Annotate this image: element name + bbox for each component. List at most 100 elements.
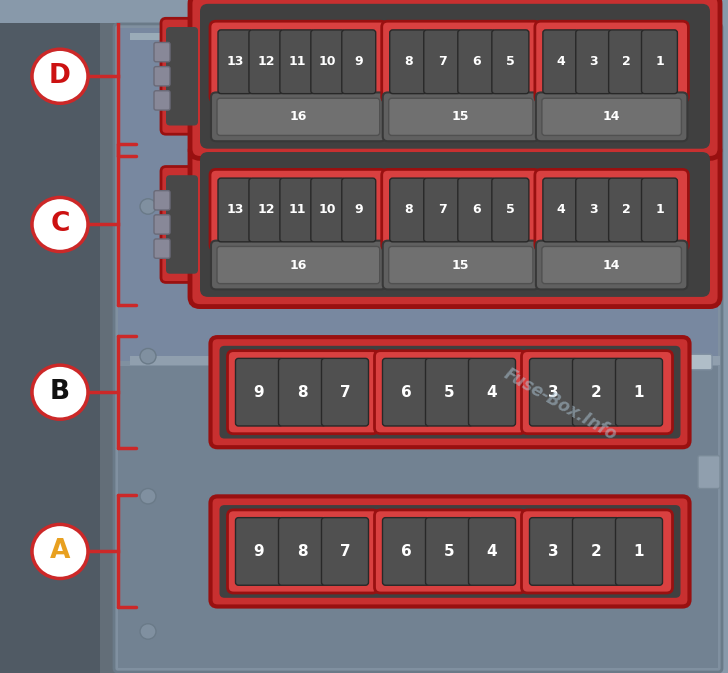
Text: 3: 3: [590, 55, 598, 68]
FancyBboxPatch shape: [166, 27, 198, 126]
FancyBboxPatch shape: [161, 166, 203, 283]
FancyBboxPatch shape: [200, 4, 710, 149]
Text: 1: 1: [634, 544, 644, 559]
Bar: [118, 366, 718, 668]
Text: Fuse-Box.Info: Fuse-Box.Info: [500, 365, 620, 444]
FancyBboxPatch shape: [154, 67, 170, 86]
Text: 1: 1: [634, 385, 644, 400]
Text: 6: 6: [400, 544, 411, 559]
FancyBboxPatch shape: [698, 456, 720, 489]
Text: 15: 15: [452, 110, 470, 123]
FancyBboxPatch shape: [698, 166, 720, 203]
FancyBboxPatch shape: [210, 497, 689, 606]
FancyBboxPatch shape: [492, 30, 529, 94]
Text: 6: 6: [472, 55, 480, 68]
FancyBboxPatch shape: [211, 241, 386, 289]
FancyBboxPatch shape: [536, 241, 687, 289]
FancyBboxPatch shape: [438, 354, 712, 369]
Text: 15: 15: [452, 258, 470, 271]
FancyBboxPatch shape: [381, 22, 540, 102]
Circle shape: [140, 349, 156, 364]
Text: D: D: [49, 63, 71, 90]
FancyBboxPatch shape: [542, 246, 681, 283]
FancyBboxPatch shape: [383, 92, 539, 141]
FancyBboxPatch shape: [374, 351, 526, 433]
FancyBboxPatch shape: [382, 518, 430, 586]
FancyBboxPatch shape: [374, 510, 526, 593]
FancyBboxPatch shape: [220, 346, 681, 439]
Text: 3: 3: [547, 544, 558, 559]
FancyBboxPatch shape: [389, 98, 533, 135]
FancyBboxPatch shape: [154, 215, 170, 234]
Text: 2: 2: [622, 55, 631, 68]
FancyBboxPatch shape: [542, 98, 681, 135]
FancyBboxPatch shape: [249, 30, 283, 94]
FancyBboxPatch shape: [217, 98, 380, 135]
FancyBboxPatch shape: [615, 359, 662, 426]
FancyBboxPatch shape: [154, 42, 170, 62]
FancyBboxPatch shape: [535, 22, 689, 102]
Circle shape: [32, 49, 88, 103]
Text: 8: 8: [297, 385, 307, 400]
Text: 2: 2: [622, 203, 631, 217]
Text: 10: 10: [319, 55, 336, 68]
FancyBboxPatch shape: [572, 518, 620, 586]
FancyBboxPatch shape: [217, 246, 380, 283]
FancyBboxPatch shape: [279, 359, 325, 426]
FancyBboxPatch shape: [529, 518, 577, 586]
FancyBboxPatch shape: [641, 178, 677, 242]
FancyBboxPatch shape: [576, 178, 612, 242]
FancyBboxPatch shape: [190, 143, 720, 307]
FancyBboxPatch shape: [521, 510, 673, 593]
Bar: [0, 23, 100, 673]
Circle shape: [32, 365, 88, 419]
FancyBboxPatch shape: [235, 518, 282, 586]
Bar: [130, 359, 720, 365]
Text: C: C: [50, 211, 70, 238]
Text: 4: 4: [487, 544, 497, 559]
Text: 9: 9: [355, 203, 363, 217]
Text: 5: 5: [506, 203, 515, 217]
Bar: [130, 32, 710, 40]
FancyBboxPatch shape: [114, 24, 722, 672]
FancyBboxPatch shape: [154, 239, 170, 258]
Text: 7: 7: [438, 203, 447, 217]
Circle shape: [32, 524, 88, 579]
FancyBboxPatch shape: [218, 178, 252, 242]
Text: B: B: [50, 379, 70, 405]
FancyBboxPatch shape: [154, 190, 170, 210]
FancyBboxPatch shape: [389, 178, 427, 242]
FancyBboxPatch shape: [425, 359, 472, 426]
Text: 8: 8: [404, 203, 413, 217]
Text: 3: 3: [590, 203, 598, 217]
Text: 12: 12: [257, 203, 274, 217]
FancyBboxPatch shape: [543, 30, 579, 94]
FancyBboxPatch shape: [381, 170, 540, 250]
FancyBboxPatch shape: [211, 92, 386, 141]
Text: 11: 11: [288, 203, 306, 217]
FancyBboxPatch shape: [341, 178, 376, 242]
Text: 13: 13: [226, 203, 244, 217]
FancyBboxPatch shape: [210, 170, 387, 250]
Text: A: A: [50, 538, 70, 565]
FancyBboxPatch shape: [458, 30, 495, 94]
Text: 12: 12: [257, 55, 274, 68]
FancyBboxPatch shape: [615, 518, 662, 586]
Text: 2: 2: [590, 385, 601, 400]
Text: 3: 3: [547, 385, 558, 400]
FancyBboxPatch shape: [154, 91, 170, 110]
Circle shape: [32, 197, 88, 252]
FancyBboxPatch shape: [311, 178, 345, 242]
FancyBboxPatch shape: [543, 178, 579, 242]
FancyBboxPatch shape: [382, 359, 430, 426]
Text: 5: 5: [443, 544, 454, 559]
FancyBboxPatch shape: [161, 18, 203, 134]
FancyBboxPatch shape: [210, 22, 387, 102]
FancyBboxPatch shape: [280, 30, 314, 94]
Text: 8: 8: [404, 55, 413, 68]
FancyBboxPatch shape: [535, 170, 689, 250]
Text: 9: 9: [355, 55, 363, 68]
FancyBboxPatch shape: [218, 30, 252, 94]
FancyBboxPatch shape: [190, 0, 720, 158]
FancyBboxPatch shape: [322, 359, 368, 426]
